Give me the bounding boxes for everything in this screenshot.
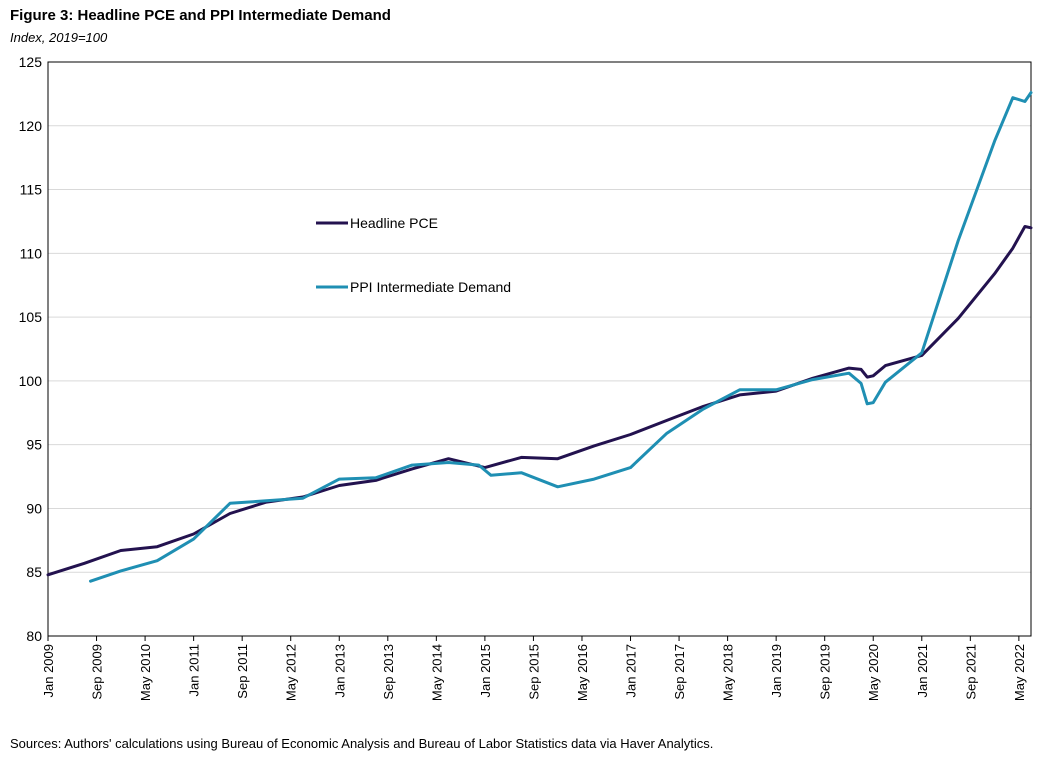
series-line-headline-pce bbox=[46, 225, 1033, 577]
y-tick-label: 85 bbox=[26, 564, 42, 580]
plot-frame bbox=[47, 61, 1032, 637]
x-tick-label: May 2010 bbox=[138, 644, 153, 701]
x-tick-label: Jan 2011 bbox=[187, 644, 202, 697]
y-axis: 80 85 90 95 100 105 110 115 120 125 bbox=[19, 54, 43, 644]
x-axis: Jan 2009 Sep 2009 May 2010 Jan 2011 Sep 2011… bbox=[41, 636, 1027, 701]
source-note: Sources: Authors' calculations using Bur… bbox=[10, 736, 714, 751]
x-tick-label: Jan 2019 bbox=[769, 644, 784, 698]
x-tick-label: Sep 2017 bbox=[672, 644, 687, 700]
y-tick-label: 105 bbox=[19, 309, 43, 325]
y-tick-label: 80 bbox=[26, 628, 42, 644]
x-tick-label: Jan 2017 bbox=[624, 644, 639, 698]
chart-title: Figure 3: Headline PCE and PPI Intermedi… bbox=[10, 7, 391, 24]
series bbox=[46, 91, 1033, 583]
x-tick-label: May 2018 bbox=[721, 644, 736, 701]
x-tick-label: Sep 2009 bbox=[90, 644, 105, 700]
y-tick-label: 100 bbox=[19, 373, 43, 389]
x-tick-label: May 2012 bbox=[284, 644, 299, 701]
x-tick-label: Jan 2021 bbox=[915, 644, 930, 698]
y-tick-label: 90 bbox=[26, 500, 42, 516]
y-tick-label: 115 bbox=[20, 182, 43, 198]
x-tick-label: Sep 2019 bbox=[818, 644, 833, 700]
x-tick-label: Sep 2013 bbox=[381, 644, 396, 700]
y-tick-label: 120 bbox=[19, 118, 43, 134]
x-tick-label: May 2016 bbox=[575, 644, 590, 701]
legend-label: Headline PCE bbox=[350, 215, 438, 231]
series-line-ppi-intermediate-demand bbox=[89, 91, 1033, 583]
x-tick-label: May 2014 bbox=[429, 644, 444, 701]
x-tick-label: Sep 2011 bbox=[235, 644, 250, 699]
y-tick-label: 125 bbox=[19, 54, 43, 70]
chart-subtitle: Index, 2019=100 bbox=[10, 30, 108, 45]
x-tick-label: Jan 2013 bbox=[332, 644, 347, 698]
y-tick-label: 110 bbox=[20, 245, 43, 261]
x-tick-label: Sep 2021 bbox=[963, 644, 978, 700]
x-tick-label: Sep 2015 bbox=[526, 644, 541, 700]
legend-label: PPI Intermediate Demand bbox=[350, 279, 511, 295]
x-tick-label: May 2020 bbox=[866, 644, 881, 701]
gridlines bbox=[48, 125, 1031, 573]
x-tick-label: May 2022 bbox=[1012, 644, 1027, 701]
legend: Headline PCE PPI Intermediate Demand bbox=[316, 215, 511, 295]
y-tick-label: 95 bbox=[26, 437, 42, 453]
x-tick-label: Jan 2015 bbox=[478, 644, 493, 698]
x-tick-label: Jan 2009 bbox=[41, 644, 56, 698]
